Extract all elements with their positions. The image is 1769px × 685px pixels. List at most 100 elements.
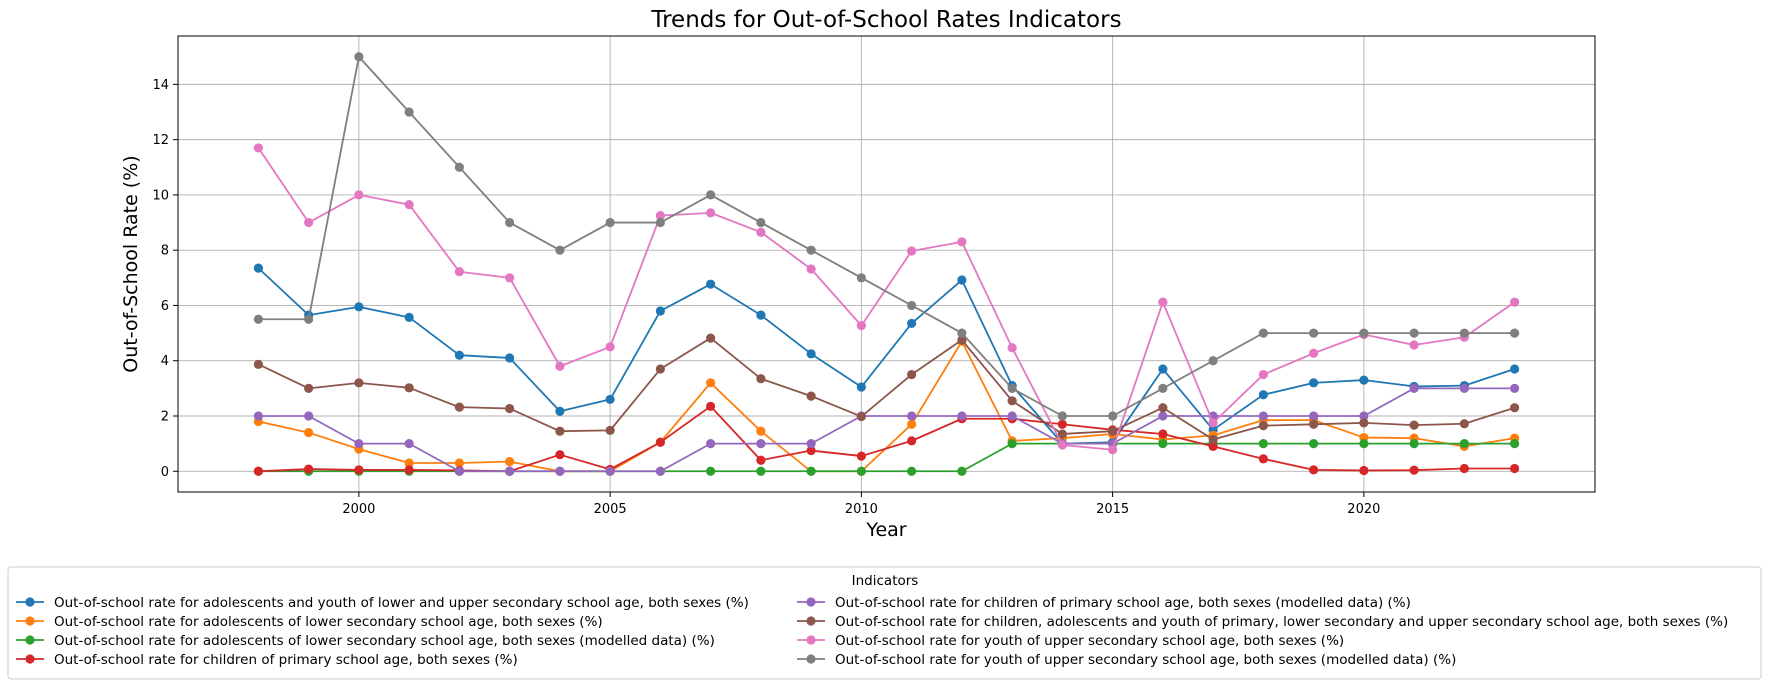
x-tick-label: 2005 <box>594 502 627 517</box>
legend-swatch-marker <box>25 654 35 664</box>
data-point <box>706 190 716 200</box>
data-point <box>454 162 464 172</box>
data-point <box>505 403 515 414</box>
data-point <box>1359 439 1369 449</box>
y-tick-label: 14 <box>152 78 169 93</box>
data-point <box>856 451 866 461</box>
legend-label: Out-of-school rate for youth of upper se… <box>835 652 1456 668</box>
data-point <box>354 439 364 449</box>
data-point <box>756 466 766 476</box>
data-point <box>856 382 866 392</box>
chart-title: Trends for Out-of-School Rates Indicator… <box>650 7 1121 33</box>
data-point <box>1309 419 1319 429</box>
data-point <box>856 411 866 422</box>
data-point <box>1309 465 1319 475</box>
data-point <box>1108 411 1118 421</box>
data-point <box>555 406 565 416</box>
data-point <box>1007 343 1017 353</box>
y-axis-label: Out-of-School Rate (%) <box>120 155 142 372</box>
data-point <box>1309 328 1319 338</box>
data-point <box>1459 463 1469 474</box>
data-point <box>756 217 766 228</box>
data-point <box>1208 434 1218 445</box>
legend-swatch-marker <box>25 597 35 607</box>
data-point <box>957 466 967 476</box>
data-point <box>1258 439 1268 449</box>
data-point <box>1258 369 1268 380</box>
data-point <box>756 227 766 237</box>
data-point <box>605 425 615 435</box>
legend-label: Out-of-school rate for adolescents and y… <box>54 595 749 611</box>
data-point <box>1309 411 1319 421</box>
series-line-5 <box>258 387 1515 473</box>
data-point <box>605 217 615 228</box>
data-point <box>404 107 414 117</box>
data-point <box>605 342 615 352</box>
data-point <box>1108 445 1118 455</box>
data-point <box>454 350 464 360</box>
data-point <box>1510 328 1520 338</box>
data-point <box>706 333 716 343</box>
y-tick-label: 12 <box>152 133 169 148</box>
data-point <box>304 383 314 393</box>
legend: Indicators Out-of-school rate for adoles… <box>7 566 1762 680</box>
legend-item: Out-of-school rate for adolescents of lo… <box>16 633 715 649</box>
data-point <box>706 279 716 289</box>
data-point <box>555 245 565 255</box>
data-point <box>354 190 364 200</box>
data-point <box>404 383 414 393</box>
legend-label: Out-of-school rate for children of prima… <box>835 595 1411 611</box>
data-point <box>806 391 816 401</box>
data-point <box>454 402 464 412</box>
data-point <box>655 437 665 447</box>
x-axis-label: Year <box>865 519 906 541</box>
data-point <box>253 263 263 273</box>
legend-item: Out-of-school rate for youth of upper se… <box>797 633 1344 649</box>
data-point <box>1510 463 1520 474</box>
data-point <box>354 302 364 312</box>
data-point <box>1309 348 1319 358</box>
data-point <box>756 426 766 436</box>
data-point <box>1359 418 1369 428</box>
legend-box <box>7 566 1762 680</box>
data-point <box>1158 439 1168 449</box>
legend-title: Indicators <box>852 573 919 589</box>
data-point <box>1057 419 1067 429</box>
data-point <box>1510 364 1520 374</box>
data-point <box>1309 439 1319 449</box>
data-point <box>806 264 816 274</box>
data-point <box>555 450 565 460</box>
data-point <box>907 419 917 429</box>
data-point <box>1409 439 1419 449</box>
x-tick-label: 2020 <box>1347 502 1380 517</box>
data-point <box>1258 454 1268 464</box>
data-point <box>555 426 565 436</box>
data-point <box>706 378 716 388</box>
data-point <box>806 439 816 449</box>
data-point <box>1510 297 1520 307</box>
data-point <box>304 411 314 421</box>
data-point <box>806 445 816 456</box>
series-line-8 <box>258 55 1515 417</box>
data-point <box>1108 426 1118 436</box>
data-point <box>1309 378 1319 388</box>
data-point <box>655 306 665 316</box>
data-point <box>1359 465 1369 476</box>
data-point <box>1359 375 1369 385</box>
series-line-7 <box>257 147 1516 451</box>
data-point <box>304 217 314 228</box>
data-point <box>1158 429 1168 439</box>
y-tick-label: 8 <box>161 244 169 259</box>
data-point <box>1158 403 1168 413</box>
series-line-1 <box>257 267 1515 445</box>
data-point <box>706 208 716 218</box>
x-tick-label: 2010 <box>845 502 878 517</box>
data-point <box>404 312 414 322</box>
legend-item: Out-of-school rate for adolescents of lo… <box>16 614 603 630</box>
x-tick-label: 2015 <box>1096 502 1129 517</box>
data-point <box>1057 429 1067 439</box>
data-point <box>404 439 414 449</box>
data-point <box>806 466 816 476</box>
data-point <box>1409 340 1419 350</box>
